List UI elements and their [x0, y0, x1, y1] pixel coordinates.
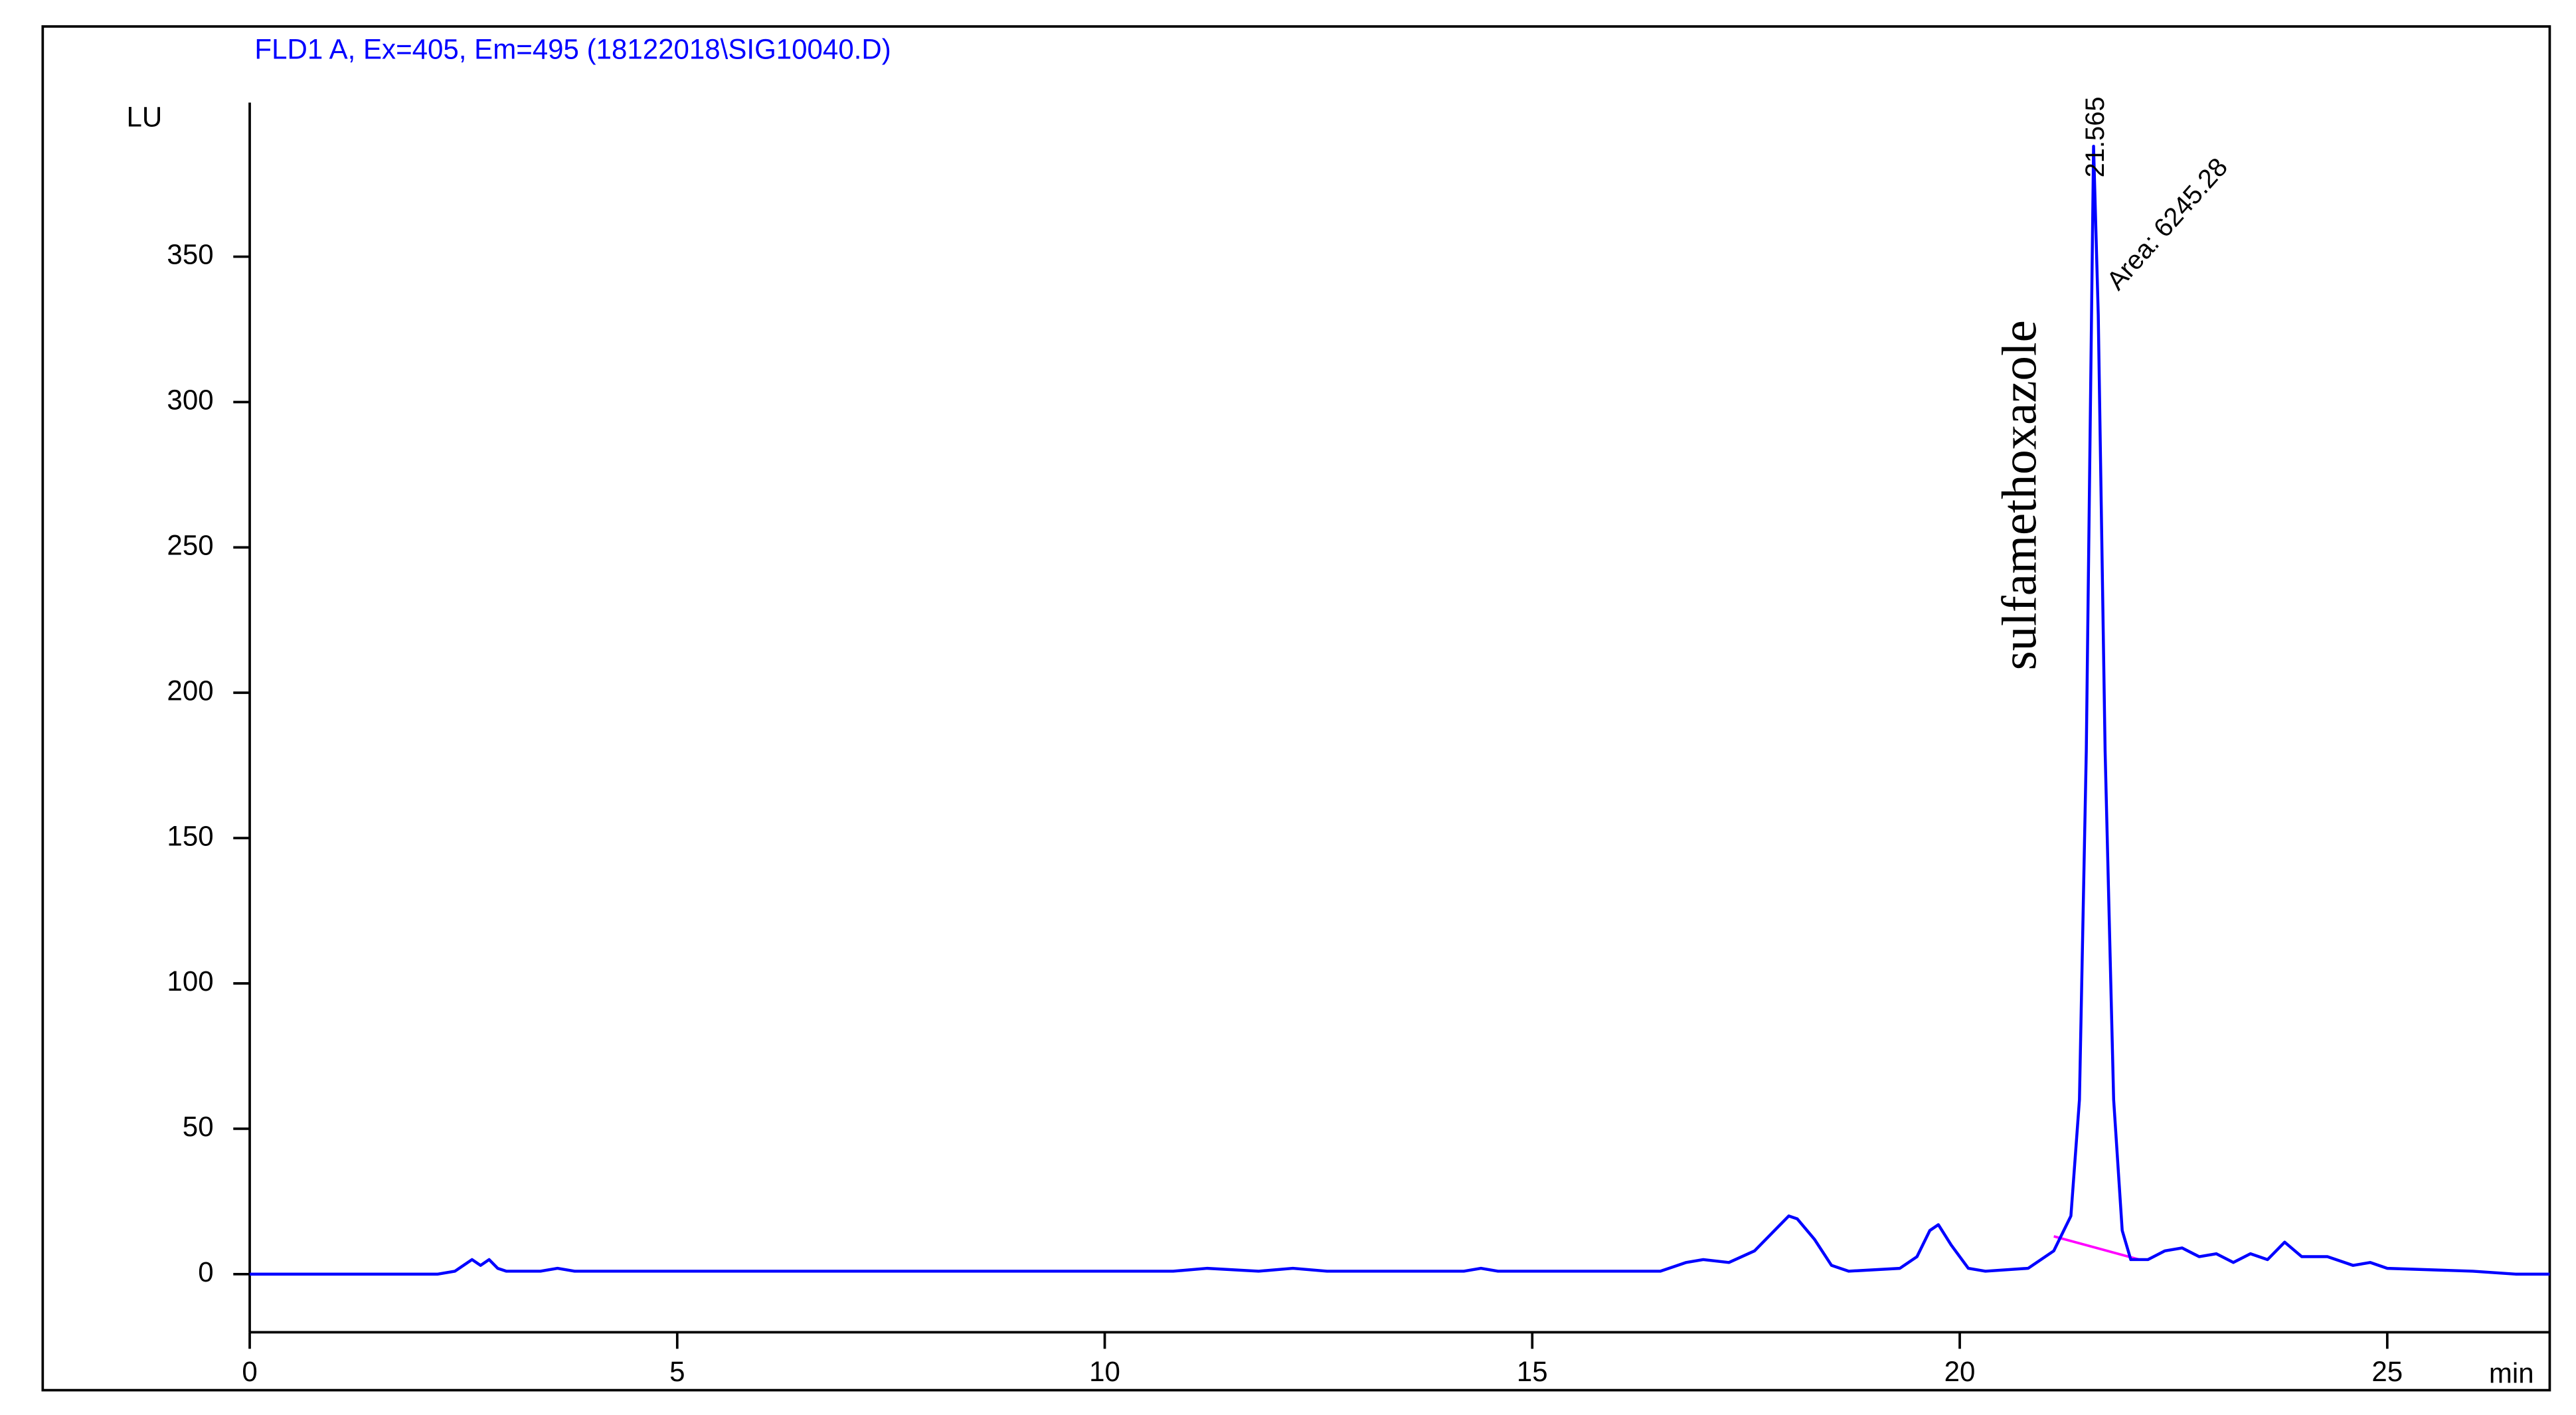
frame [41, 25, 2551, 1392]
area-label: Area: 6245.28 [2101, 152, 2233, 295]
y-tick-label: 0 [198, 1256, 213, 1288]
x-tick-label: 10 [1089, 1356, 1120, 1387]
y-tick-label: 250 [167, 529, 213, 560]
y-axis-label: LU [126, 102, 162, 133]
y-tick-label: 100 [167, 965, 213, 997]
x-tick-label: 5 [669, 1356, 685, 1387]
peak-time-label: 21.565 [2081, 96, 2110, 177]
y-tick-label: 300 [167, 384, 213, 416]
y-tick-label: 150 [167, 820, 213, 851]
x-tick-label: 15 [1517, 1356, 1548, 1387]
y-tick-label: 50 [183, 1111, 214, 1142]
x-axis-label: min [2489, 1357, 2534, 1388]
chart-title: FLD1 A, Ex=405, Em=495 (18122018\SIG1004… [254, 33, 891, 64]
y-tick-label: 350 [167, 239, 213, 270]
baseline [2053, 1235, 2140, 1261]
compound-label: sulfamethoxazole [1993, 320, 2047, 670]
x-tick-label: 20 [1944, 1356, 1976, 1387]
y-tick-label: 200 [167, 675, 213, 706]
x-tick-label: 0 [242, 1356, 257, 1387]
signal-trace [250, 144, 2550, 1276]
x-tick-label: 25 [2371, 1356, 2403, 1387]
